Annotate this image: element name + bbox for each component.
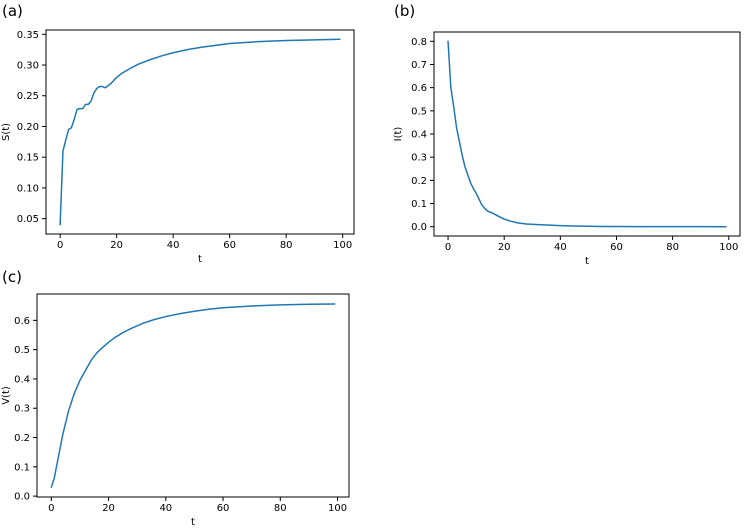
panel-a-y-tick-label: 0.30: [17, 61, 39, 72]
panel-a-y-tick-label: 0.10: [17, 183, 39, 194]
panel-a-y-tick-label: 0.25: [17, 91, 39, 102]
panel-b-y-ticks: 0.0 0.1 0.2 0.3 0.4 0.5 0.6 0.7 0.8: [411, 37, 434, 233]
panel-b-y-tick-label: 0.3: [411, 153, 427, 164]
panel-b-x-axis-label: t: [585, 256, 589, 267]
panel-a-series-line: [59, 38, 341, 226]
panel-a-y-axis-label: S(t): [1, 123, 12, 141]
panel-c-y-tick-label: 0.0: [14, 492, 30, 503]
panel-c-y-tick-label: 0.5: [14, 345, 30, 356]
panel-b-y-tick-label: 0.2: [411, 176, 427, 187]
panel-c-x-tick-label: 80: [274, 503, 287, 514]
panel-b-plot-area: [433, 31, 741, 237]
panel-a-x-tick-label: 40: [167, 240, 180, 251]
panel-a-y-tick-label: 0.15: [17, 153, 39, 164]
panel-b-x-tick-label: 0: [445, 242, 451, 253]
panel-c: (c) V(t) t 0 20 40 60 80 100 0.00.10.20.30.40…: [1, 268, 350, 528]
panel-a: (a) S(t) t 0 20 40 60 80 100 0.05 0.10 0.15 0.20…: [1, 2, 355, 265]
panel-c-x-ticks: 0 20 40 60 80 100: [48, 497, 347, 514]
panel-b-y-tick-label: 0.7: [411, 60, 427, 71]
panel-a-x-tick-label: 100: [333, 240, 352, 251]
panel-b-y-tick-label: 0.4: [411, 130, 427, 141]
panel-b-y-tick-label: 0.0: [411, 222, 427, 233]
panel-a-x-tick-label: 20: [110, 240, 123, 251]
panel-b-y-tick-label: 0.8: [411, 37, 427, 48]
panel-c-x-tick-label: 40: [159, 503, 172, 514]
panel-c-x-tick-label: 60: [217, 503, 230, 514]
panel-c-x-axis-label: t: [191, 517, 195, 528]
panel-c-label: (c): [2, 268, 22, 286]
panel-b: (b) I(t) t 0 20 40 60 80 100 0.00.10.20.30.40…: [393, 2, 741, 267]
panel-b-x-tick-label: 100: [719, 242, 738, 253]
panel-c-y-tick-label: 0.3: [14, 404, 30, 415]
panel-a-x-tick-label: 60: [223, 240, 236, 251]
panel-a-x-axis-label: t: [198, 254, 202, 265]
panel-a-x-tick-label: 80: [280, 240, 293, 251]
panel-a-y-ticks: 0.05 0.10 0.15 0.20 0.25 0.30 0.35: [17, 30, 46, 225]
panel-b-y-tick-label: 0.6: [411, 83, 427, 94]
panel-a-x-tick-label: 0: [57, 240, 63, 251]
panel-b-x-tick-label: 60: [610, 242, 623, 253]
panel-b-series-line: [447, 40, 727, 228]
panel-b-y-tick-label: 0.1: [411, 199, 427, 210]
panel-b-label: (b): [394, 2, 415, 20]
panel-c-y-tick-label: 0.6: [14, 316, 30, 327]
panel-c-y-tick-label: 0.4: [14, 374, 30, 385]
panel-a-y-tick-label: 0.35: [17, 30, 39, 41]
panel-c-y-tick-label: 0.2: [14, 433, 30, 444]
panel-b-x-tick-label: 20: [498, 242, 511, 253]
panel-b-x-tick-label: 80: [666, 242, 679, 253]
panel-c-x-tick-label: 20: [102, 503, 115, 514]
panel-c-y-ticks: 0.0 0.1 0.2 0.3 0.4 0.5 0.6: [14, 316, 37, 503]
panel-b-y-tick-label: 0.5: [411, 106, 427, 117]
panel-a-x-ticks: 0 20 40 60 80 100: [57, 234, 352, 251]
panel-c-x-tick-label: 100: [328, 503, 347, 514]
panel-c-series-line: [50, 303, 336, 489]
panel-c-plot-area: [36, 293, 350, 498]
panel-c-y-tick-label: 0.1: [14, 462, 30, 473]
panel-a-y-tick-label: 0.20: [17, 122, 39, 133]
panel-a-plot-area: [45, 29, 355, 235]
panel-a-y-tick-label: 0.05: [17, 214, 39, 225]
panel-b-x-tick-label: 40: [554, 242, 567, 253]
panel-c-y-axis-label: V(t): [1, 386, 12, 405]
panel-c-x-tick-label: 0: [48, 503, 54, 514]
panel-b-x-ticks: 0 20 40 60 80 100: [445, 236, 738, 253]
panel-b-y-axis-label: I(t): [393, 127, 404, 142]
panel-a-label: (a): [2, 2, 23, 20]
